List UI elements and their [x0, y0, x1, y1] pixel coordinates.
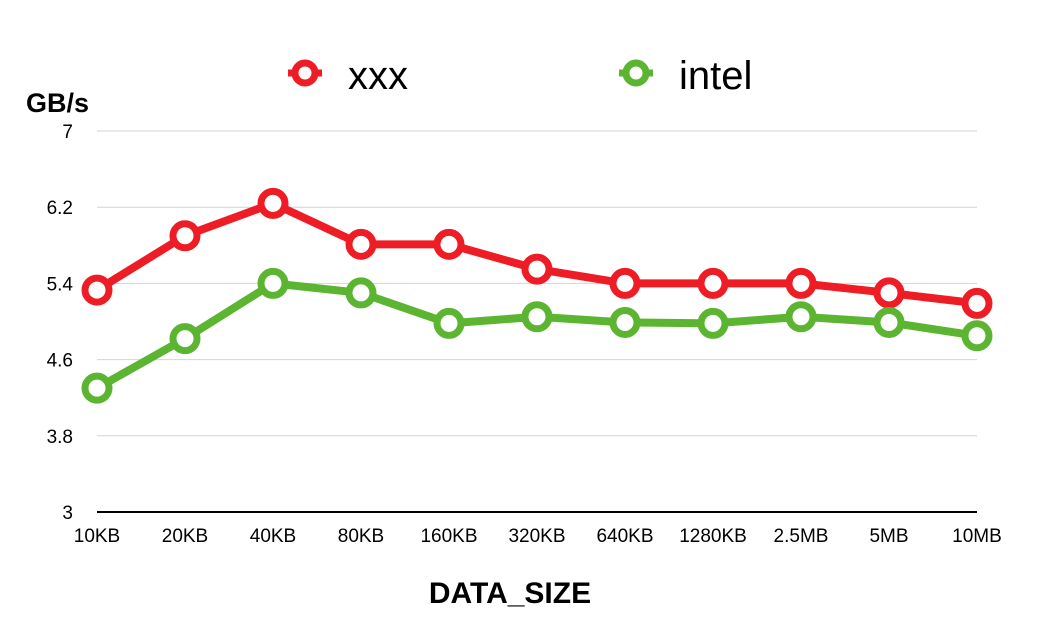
data-point-intel: [81, 372, 113, 404]
data-point-xxx: [697, 267, 729, 299]
x-tick-label: 2.5MB: [774, 526, 829, 547]
data-point-intel: [433, 307, 465, 339]
data-point-intel: [609, 306, 641, 338]
legend-label-intel: intel: [679, 54, 752, 98]
x-tick-label: 20KB: [162, 526, 208, 547]
x-tick-label: 640KB: [596, 526, 653, 547]
y-tick-label: 6.2: [47, 198, 73, 219]
series-intel: [81, 267, 993, 404]
series-line-intel: [93, 279, 981, 393]
series-xxx: [81, 187, 993, 319]
data-point-xxx: [961, 287, 993, 319]
x-tick-label: 1280KB: [679, 526, 747, 547]
x-tick-label: 10KB: [74, 526, 120, 547]
data-point-xxx: [345, 228, 377, 260]
data-point-xxx: [521, 253, 553, 285]
y-tick-label: 3.8: [47, 427, 73, 448]
data-point-xxx: [257, 187, 289, 219]
y-tick-label: 4.6: [47, 351, 73, 372]
y-tick-label: 7: [62, 122, 73, 143]
legend: xxx intel: [288, 54, 752, 98]
legend-item-xxx: xxx: [288, 54, 408, 98]
x-tick-label: 10MB: [952, 526, 1002, 547]
data-point-xxx: [785, 267, 817, 299]
x-tick-label: 160KB: [420, 526, 477, 547]
x-axis-title: DATA_SIZE: [429, 577, 591, 610]
y-axis-title: GB/s: [26, 88, 89, 118]
data-point-intel: [169, 323, 201, 355]
data-point-xxx: [609, 267, 641, 299]
data-point-xxx: [433, 228, 465, 260]
x-tick-labels: 10KB 20KB 40KB 80KB 160KB 320KB 640KB 1280KB 2.5…: [74, 526, 1002, 547]
data-point-intel: [697, 307, 729, 339]
data-point-xxx: [169, 220, 201, 252]
data-point-intel: [345, 277, 377, 309]
data-point-intel: [961, 320, 993, 352]
data-point-intel: [257, 267, 289, 299]
x-tick-label: 80KB: [338, 526, 384, 547]
legend-marker-xxx: [291, 59, 319, 87]
data-point-intel: [521, 301, 553, 333]
x-tick-label: 320KB: [508, 526, 565, 547]
data-point-intel: [873, 306, 905, 338]
y-tick-label: 5.4: [47, 274, 74, 295]
data-point-intel: [785, 301, 817, 333]
legend-item-intel: intel: [619, 54, 752, 98]
data-point-xxx: [873, 277, 905, 309]
y-tick-labels: 3 3.8 4.6 5.4 6.2 7: [47, 122, 74, 524]
legend-marker-intel: [622, 59, 650, 87]
y-tick-label: 3: [62, 503, 73, 524]
x-tick-label: 40KB: [250, 526, 296, 547]
series-line-xxx: [93, 199, 981, 308]
legend-label-xxx: xxx: [348, 54, 408, 98]
series-layer: [81, 187, 993, 404]
data-point-xxx: [81, 274, 113, 306]
x-tick-label: 5MB: [869, 526, 908, 547]
